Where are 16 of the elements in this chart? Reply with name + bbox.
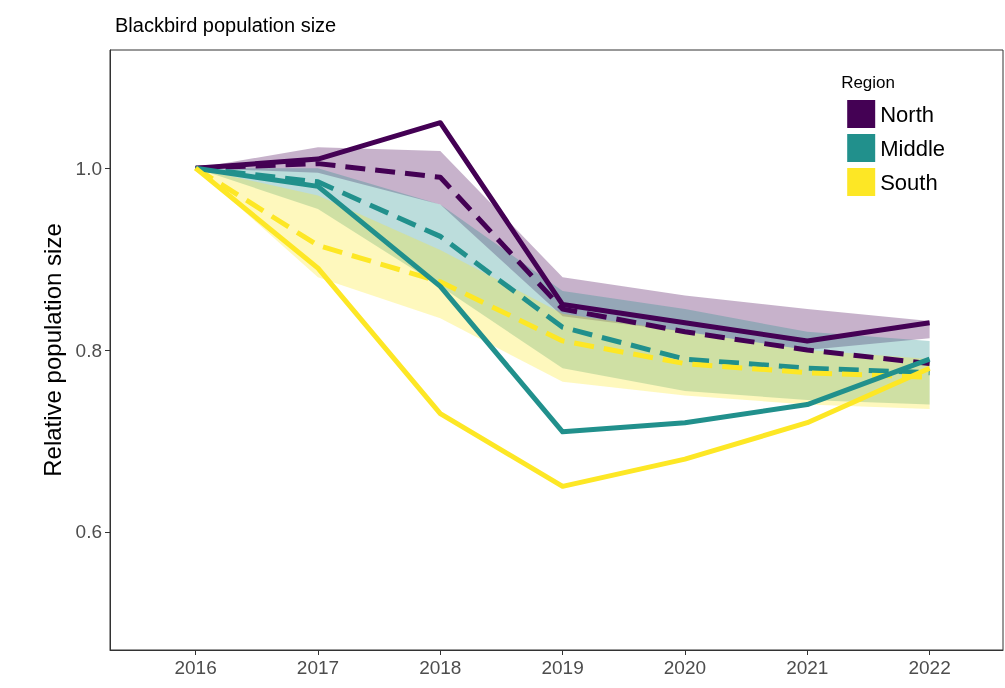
x-tick-label: 2017	[296, 657, 340, 678]
chart-title: Blackbird population size	[115, 14, 337, 36]
x-tick-label: 2019	[541, 657, 584, 678]
x-tick-label: 2018	[419, 657, 462, 678]
y-tick-label: 0.6	[75, 521, 102, 543]
legend-label: Middle	[880, 135, 945, 161]
legend-title: Region	[841, 73, 895, 92]
x-tick-label: 2022	[908, 657, 951, 678]
y-axis-title: Relative population size	[39, 223, 67, 477]
x-tick-label: 2021	[786, 657, 829, 678]
y-tick-label: 1.0	[75, 157, 102, 179]
x-tick-label: 2020	[663, 657, 707, 678]
legend-label: South	[880, 169, 938, 195]
y-tick-label: 0.8	[75, 339, 102, 361]
x-tick-label: 2016	[174, 657, 217, 678]
legend-label: North	[880, 101, 934, 127]
